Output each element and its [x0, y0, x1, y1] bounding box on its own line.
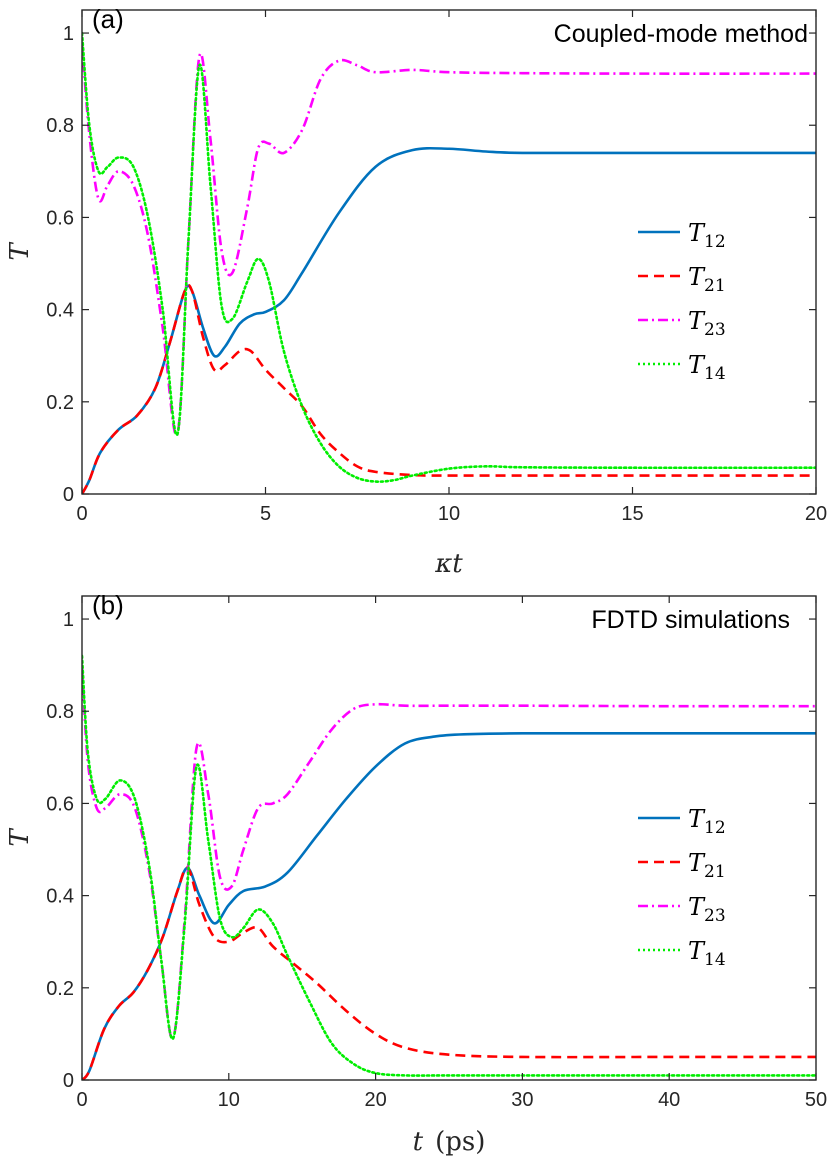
legend-label-t14: T14 — [688, 351, 726, 384]
panel-a-ticks: 0 5 10 15 20 0 0.2 0.4 0.6 0.8 1 — [46, 10, 827, 525]
y-tick-label: 0.6 — [46, 793, 74, 815]
panel-b-lines — [82, 654, 816, 1080]
panel-b-series-t14 — [82, 654, 816, 1077]
panel-b-axes-box — [81, 595, 817, 1081]
x-tick-label: 10 — [438, 503, 460, 525]
y-tick-label: 0.4 — [46, 300, 74, 322]
legend-label-t14: T14 — [688, 937, 726, 970]
panel-b-ticks: 0 10 20 30 40 50 0 0.2 0.4 0.6 0.8 1 — [46, 596, 827, 1111]
y-tick-label: 0.8 — [46, 115, 74, 137]
y-tick-label: 0.2 — [46, 978, 74, 1000]
panel-a-legend: T12 T21 T23 T14 — [638, 219, 726, 384]
panel-b-series-t23 — [82, 665, 816, 1041]
x-tick-label: 5 — [260, 503, 271, 525]
y-tick-label: 0.6 — [46, 207, 74, 229]
panel-b-legend: T12 T21 T23 T14 — [638, 805, 726, 970]
y-tick-label: 0 — [63, 484, 74, 506]
panel-b-x-axis-var: t — [413, 1127, 424, 1157]
panel-a-label: (a) — [92, 4, 124, 34]
legend-label-t21: T21 — [688, 263, 726, 296]
panel-a-y-axis-label: T — [5, 242, 35, 261]
panel-a: 0 5 10 15 20 0 0.2 0.4 0.6 0.8 1 (a) Coupled-mode … — [5, 4, 827, 579]
panel-b-series-t21 — [82, 866, 816, 1080]
y-tick-label: 0.4 — [46, 886, 74, 908]
panel-b: 0 10 20 30 40 50 0 0.2 0.4 0.6 0.8 1 (b) FDTD simul… — [5, 590, 827, 1157]
x-tick-label: 15 — [621, 503, 643, 525]
panel-b-method-label: FDTD simulations — [591, 606, 790, 634]
y-tick-label: 0 — [63, 1070, 74, 1092]
x-tick-label: 30 — [511, 1089, 533, 1111]
legend-label-t21: T21 — [688, 849, 726, 882]
y-tick-label: 1 — [63, 23, 74, 45]
panel-a-lines — [82, 31, 816, 494]
panel-a-series-t21 — [82, 283, 816, 494]
y-tick-label: 0.2 — [46, 392, 74, 414]
panel-b-label: (b) — [92, 590, 124, 620]
x-tick-label: 20 — [364, 1089, 386, 1111]
panel-a-x-axis-label: κt — [434, 549, 463, 579]
y-tick-label: 0.8 — [46, 701, 74, 723]
panel-a-series-t14 — [82, 31, 816, 483]
x-tick-label: 10 — [218, 1089, 240, 1111]
panel-a-method-label: Coupled-mode method — [554, 20, 808, 48]
panel-b-x-axis-label: t (ps) — [413, 1127, 486, 1157]
legend-label-t12: T12 — [688, 805, 726, 838]
panel-a-series-t23 — [82, 42, 816, 437]
x-tick-label: 20 — [805, 503, 827, 525]
y-tick-label: 1 — [63, 609, 74, 631]
legend-label-t23: T23 — [688, 307, 726, 340]
legend-label-t23: T23 — [688, 893, 726, 926]
legend-label-t12: T12 — [688, 219, 726, 252]
x-tick-label: 50 — [805, 1089, 827, 1111]
panel-a-axes-box — [81, 9, 817, 495]
x-tick-label: 0 — [76, 1089, 87, 1111]
panel-b-x-axis-unit: (ps) — [435, 1127, 485, 1157]
panel-b-y-axis-label: T — [5, 828, 35, 847]
x-tick-label: 40 — [658, 1089, 680, 1111]
x-tick-label: 0 — [76, 503, 87, 525]
